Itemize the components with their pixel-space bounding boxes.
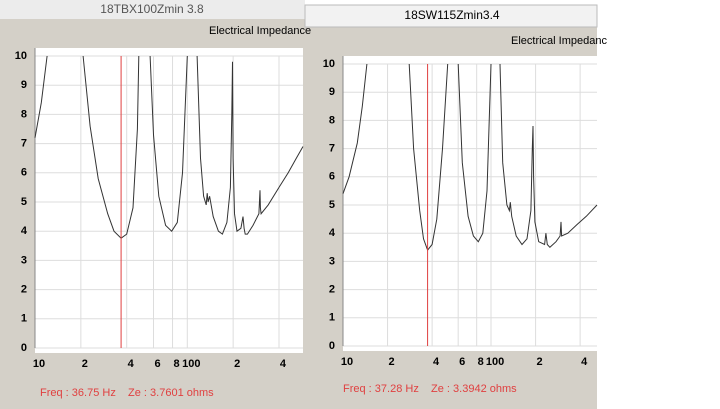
y-tick-label: 4 — [21, 225, 28, 237]
x-tick-label: 2 — [537, 356, 543, 368]
y-tick-label: 9 — [329, 86, 335, 98]
y-tick-label: 7 — [21, 138, 27, 150]
plot-area — [35, 48, 303, 353]
y-tick-label: 8 — [329, 114, 335, 126]
chart-title: 18SW115Zmin3.4 — [404, 8, 499, 22]
y-tick-label: 7 — [329, 143, 335, 155]
y-tick-label: 5 — [21, 196, 27, 208]
x-tick-label: 10 — [341, 356, 353, 368]
x-tick-label: 8 — [478, 356, 484, 368]
y-tick-label: 1 — [329, 312, 335, 324]
x-tick-label: 100 — [182, 358, 200, 370]
x-tick-label: 2 — [234, 358, 240, 370]
cursor-readout: Freq : 36.75 Hz Ze : 3.7601 ohms — [40, 387, 214, 399]
x-tick-label: 2 — [82, 358, 88, 370]
y-tick-label: 3 — [21, 254, 27, 266]
x-tick-label: 8 — [173, 358, 179, 370]
right-title-bar — [304, 4, 598, 28]
x-tick-label: 4 — [433, 356, 440, 368]
chart-title: 18TBX100Zmin 3.8 — [100, 2, 204, 16]
x-tick-label: 6 — [459, 356, 465, 368]
y-tick-label: 5 — [329, 199, 335, 211]
y-tick-label: 6 — [21, 167, 27, 179]
y-tick-label: 2 — [329, 284, 335, 296]
left-title-bar — [0, 0, 305, 19]
x-tick-label: 6 — [154, 358, 160, 370]
y-tick-label: 0 — [21, 342, 27, 354]
impedance-curve — [34, 55, 304, 239]
x-tick-label: 4 — [280, 358, 287, 370]
plot-area — [343, 56, 597, 351]
y-tick-label: 10 — [15, 50, 27, 62]
y-tick-label: 3 — [329, 255, 335, 267]
x-tick-label: 100 — [486, 356, 504, 368]
y-tick-label: 1 — [21, 313, 27, 325]
chart-subtitle: Electrical Impedance — [209, 25, 311, 37]
y-tick-label: 9 — [21, 79, 27, 91]
y-tick-label: 4 — [329, 227, 336, 239]
cursor-readout: Freq : 37.28 Hz Ze : 3.3942 ohms — [343, 383, 517, 395]
x-tick-label: 4 — [128, 358, 135, 370]
y-tick-label: 8 — [21, 108, 27, 120]
chart-subtitle: Electrical Impedanc — [511, 35, 607, 47]
x-tick-label: 4 — [581, 356, 588, 368]
y-tick-label: 0 — [329, 340, 335, 352]
x-tick-label: 10 — [33, 358, 45, 370]
y-tick-label: 2 — [21, 284, 27, 296]
y-tick-label: 10 — [323, 58, 335, 70]
y-tick-label: 6 — [329, 171, 335, 183]
x-tick-label: 2 — [388, 356, 394, 368]
